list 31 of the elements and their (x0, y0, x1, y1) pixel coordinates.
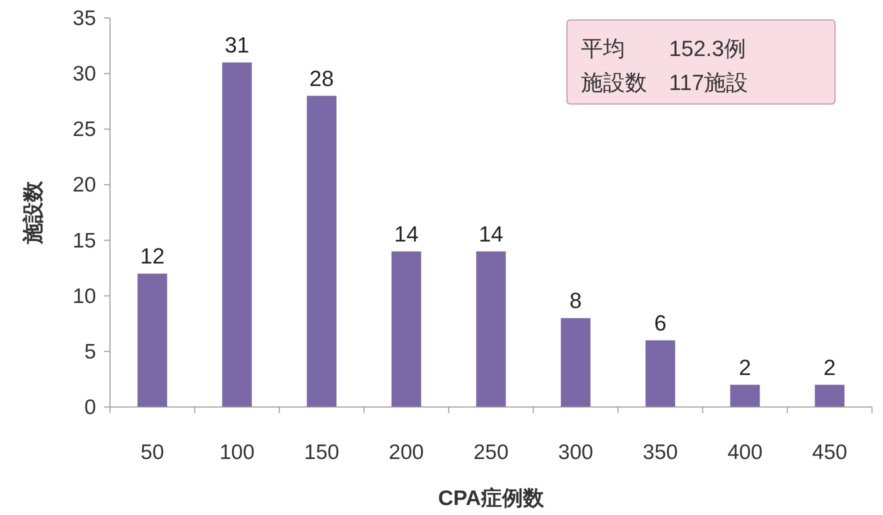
data-label: 28 (309, 66, 334, 91)
data-label: 2 (824, 354, 836, 380)
y-tick-label: 10 (72, 284, 96, 308)
x-tick-label: 300 (558, 441, 594, 464)
data-label: 2 (738, 354, 752, 380)
x-tick-label: 200 (388, 441, 424, 464)
data-label: 14 (478, 221, 504, 246)
y-tick-label: 20 (72, 174, 96, 197)
y-tick-label: 35 (72, 7, 96, 30)
data-label: 6 (654, 310, 666, 336)
data-label: 14 (394, 221, 419, 246)
data-label: 31 (224, 32, 250, 58)
y-tick-label: 25 (72, 118, 96, 142)
x-tick-label: 150 (304, 441, 340, 464)
x-tick-label: 50 (140, 441, 164, 464)
y-axis-title: 施設数 (22, 180, 45, 245)
y-tick-label: 15 (72, 229, 96, 252)
x-tick-label: 100 (219, 441, 255, 464)
x-tick-label: 400 (727, 441, 763, 464)
note-box: 平均 152.3例 施設数 117施設 (566, 20, 836, 104)
y-tick-label: 5 (84, 340, 96, 364)
x-tick-label: 250 (473, 441, 509, 464)
y-tick-label: 0 (84, 396, 96, 419)
x-tick-label: 350 (642, 441, 678, 464)
data-label: 12 (140, 244, 165, 269)
annotation: 施設数 117施設 (581, 70, 748, 95)
x-tick-label: 450 (812, 441, 848, 464)
annotation: 平均 152.3例 (581, 36, 746, 61)
y-tick-label: 30 (72, 62, 96, 86)
data-label: 8 (570, 288, 582, 314)
x-axis-title: CPA症例数 (438, 486, 545, 510)
